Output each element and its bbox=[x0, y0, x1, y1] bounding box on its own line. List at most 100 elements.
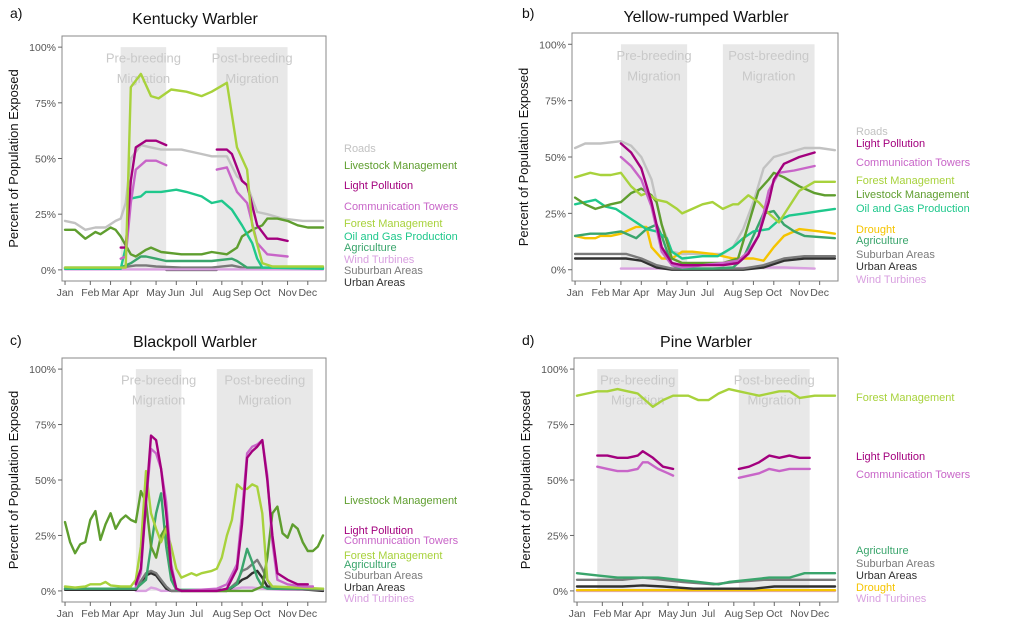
shade-label: Migration bbox=[225, 71, 278, 86]
panel-title: Blackpoll Warbler bbox=[133, 334, 258, 351]
y-tick-label: 25% bbox=[547, 530, 568, 542]
x-tick-label: Aug bbox=[724, 287, 743, 299]
x-tick-label: Oct bbox=[766, 287, 782, 299]
series-line-livestock-management bbox=[63, 489, 325, 593]
x-tick-label: Jul bbox=[190, 608, 203, 620]
legend-label: Light Pollution bbox=[344, 525, 413, 537]
y-tick-label: 75% bbox=[35, 98, 56, 110]
legend-label: Livestock Management bbox=[344, 160, 457, 172]
shade-label: Pre-breeding bbox=[121, 373, 196, 388]
legend-label: Wind Turbines bbox=[856, 274, 927, 286]
y-tick-label: 50% bbox=[545, 152, 566, 164]
y-tick-label: 100% bbox=[539, 39, 566, 51]
shade-label: Migration bbox=[132, 393, 185, 408]
series-line-forest-management bbox=[63, 469, 325, 590]
legend-label: Suburban Areas bbox=[856, 558, 935, 570]
series-line-livestock-management bbox=[573, 171, 837, 265]
legend-label: Communication Towers bbox=[856, 157, 971, 169]
series-line-drought bbox=[573, 225, 837, 262]
series-line-forest-management bbox=[575, 387, 837, 408]
x-tick-label: Jul bbox=[702, 608, 715, 620]
x-tick-label: Sep bbox=[744, 287, 763, 299]
panel-b: b) Yellow-rumped Warbler Pre-breeding Migra… bbox=[516, 5, 971, 299]
y-tick-label: 100% bbox=[541, 364, 568, 376]
migration-shade bbox=[738, 369, 810, 591]
shade-label: Migration bbox=[627, 68, 680, 83]
x-tick-label: May bbox=[146, 287, 167, 299]
series-line-communication-towers bbox=[596, 461, 811, 479]
legend-label: Communication Towers bbox=[344, 535, 459, 547]
x-tick-label: Jan bbox=[57, 608, 74, 620]
shade-label: Post-breeding bbox=[212, 51, 293, 66]
panel-c: c) Blackpoll Warbler Pre-breeding Migration… bbox=[6, 332, 459, 620]
legend-label: Urban Areas bbox=[856, 570, 918, 582]
shade-label: Pre-breeding bbox=[106, 51, 181, 66]
migration-shade bbox=[620, 44, 688, 270]
legend-label: Forest Management bbox=[856, 392, 954, 404]
panel-letter: b) bbox=[522, 5, 534, 21]
shade-label: Pre-breeding bbox=[600, 373, 675, 388]
x-tick-label: Mar bbox=[612, 287, 631, 299]
x-tick-label: Sep bbox=[233, 287, 252, 299]
series-line-light-pollution bbox=[619, 142, 816, 267]
legend-label: Agriculture bbox=[856, 545, 909, 557]
x-tick-label: Dec bbox=[298, 287, 317, 299]
panel-letter: d) bbox=[522, 332, 534, 348]
x-tick-label: May bbox=[657, 287, 678, 299]
y-tick-label: 75% bbox=[547, 420, 568, 432]
x-tick-label: Jul bbox=[190, 287, 203, 299]
x-tick-label: Aug bbox=[212, 287, 231, 299]
x-tick-label: Feb bbox=[591, 287, 609, 299]
legend-label: Roads bbox=[344, 143, 376, 155]
shade-label: Pre-breeding bbox=[616, 48, 691, 63]
y-tick-label: 25% bbox=[35, 209, 56, 221]
series-line-agriculture bbox=[63, 255, 325, 269]
migration-shade bbox=[597, 369, 679, 591]
x-tick-label: Feb bbox=[593, 608, 611, 620]
x-tick-label: Oct bbox=[254, 608, 270, 620]
series-line-livestock-management bbox=[63, 217, 325, 258]
x-tick-label: Dec bbox=[298, 608, 317, 620]
x-tick-label: Jan bbox=[569, 608, 586, 620]
legend-label: Light Pollution bbox=[856, 138, 925, 150]
legend-label: Agriculture bbox=[344, 559, 397, 571]
shade-label: Migration bbox=[238, 393, 291, 408]
x-tick-label: May bbox=[146, 608, 167, 620]
x-tick-label: Oct bbox=[254, 287, 270, 299]
series-line-roads bbox=[63, 143, 325, 231]
y-axis-label: Percent of Population Exposed bbox=[6, 69, 21, 248]
y-tick-label: 100% bbox=[29, 42, 56, 54]
y-tick-label: 0% bbox=[41, 586, 56, 598]
x-tick-label: Sep bbox=[233, 608, 252, 620]
legend-label: Urban Areas bbox=[344, 277, 406, 289]
legend-label: Roads bbox=[856, 126, 888, 138]
x-tick-label: Mar bbox=[102, 287, 121, 299]
legend-label: Communication Towers bbox=[856, 469, 971, 481]
y-tick-label: 75% bbox=[545, 96, 566, 108]
panel-letter: c) bbox=[10, 332, 22, 348]
panel-title: Pine Warbler bbox=[660, 334, 753, 351]
x-tick-label: Apr bbox=[635, 608, 652, 620]
legend-label: Wind Turbines bbox=[344, 254, 415, 266]
series-line-agriculture bbox=[573, 209, 837, 270]
y-tick-label: 0% bbox=[41, 265, 56, 277]
legend-label: Urban Areas bbox=[856, 261, 918, 273]
x-tick-label: Mar bbox=[614, 608, 633, 620]
x-tick-label: Dec bbox=[810, 287, 829, 299]
legend-label: Livestock Management bbox=[344, 495, 457, 507]
series-line-forest-management bbox=[573, 171, 837, 224]
x-tick-label: Feb bbox=[81, 287, 99, 299]
x-tick-label: Jan bbox=[567, 287, 584, 299]
panel-letter: a) bbox=[10, 5, 22, 21]
legend-label: Agriculture bbox=[344, 242, 397, 254]
series-line-urban-areas bbox=[575, 584, 837, 590]
panel-title: Kentucky Warbler bbox=[132, 11, 258, 28]
y-tick-label: 25% bbox=[35, 530, 56, 542]
x-tick-label: Jun bbox=[168, 608, 185, 620]
legend-label: Forest Management bbox=[344, 218, 442, 230]
x-tick-label: Jun bbox=[168, 287, 185, 299]
x-tick-label: Nov bbox=[278, 608, 297, 620]
legend-label: Drought bbox=[856, 224, 895, 236]
y-tick-label: 50% bbox=[35, 154, 56, 166]
legend-label: Urban Areas bbox=[344, 582, 406, 594]
